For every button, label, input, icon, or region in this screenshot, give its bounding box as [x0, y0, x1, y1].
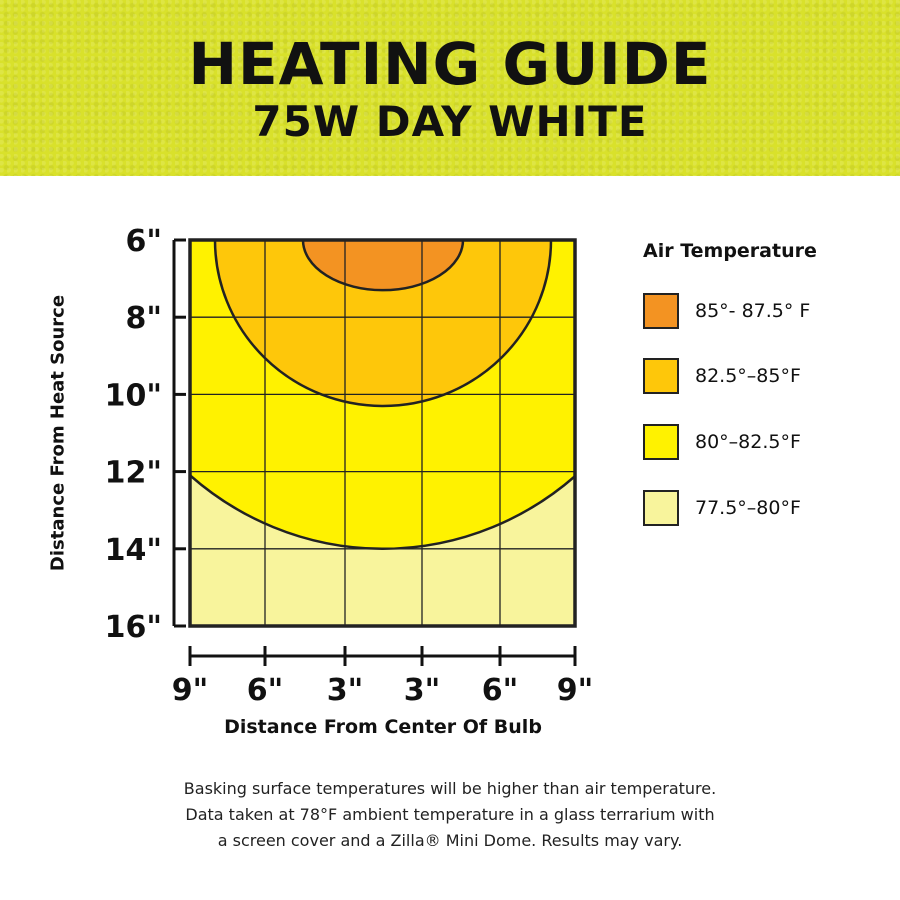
legend-label: 85°- 87.5° F — [695, 300, 811, 322]
legend-swatch — [643, 293, 679, 329]
y-tick-label: 10" — [105, 378, 162, 413]
y-tick-label: 8" — [125, 301, 162, 336]
x-tick-label: 9" — [172, 673, 209, 708]
footnote: Basking surface temperatures will be hig… — [0, 776, 900, 854]
zone-boundary — [213, 240, 553, 408]
zone-1 — [215, 240, 551, 406]
footnote-line: Data taken at 78°F ambient temperature i… — [185, 805, 715, 824]
legend-label: 82.5°–85°F — [695, 365, 801, 387]
y-tick-label: 12" — [105, 456, 162, 491]
x-tick-label: 6" — [247, 673, 284, 708]
y-tick-label: 14" — [105, 533, 162, 568]
legend-swatch — [643, 424, 679, 460]
legend-item: 82.5°–85°F — [643, 356, 801, 396]
y-axis-label: Distance From Heat Source — [47, 294, 69, 572]
legend-item: 77.5°–80°F — [643, 488, 801, 528]
footnote-line: a screen cover and a Zilla® Mini Dome. R… — [217, 831, 683, 850]
zone-0 — [303, 240, 463, 291]
legend-item: 80°–82.5°F — [643, 422, 801, 462]
x-tick-label: 9" — [557, 673, 594, 708]
footnote-line: Basking surface temperatures will be hig… — [183, 779, 717, 798]
legend-label: 80°–82.5°F — [695, 431, 801, 453]
legend-swatch — [643, 358, 679, 394]
plot-border — [188, 238, 577, 628]
x-tick-label: 3" — [327, 673, 364, 708]
legend-item: 85°- 87.5° F — [643, 291, 810, 331]
page-title: HEATING GUIDE — [188, 30, 712, 98]
x-axis-label: Distance From Center Of Bulb — [224, 716, 542, 738]
header-banner: HEATING GUIDE 75W DAY WHITE — [0, 0, 900, 176]
y-tick-label: 6" — [125, 224, 162, 259]
legend-label: 77.5°–80°F — [695, 497, 801, 519]
x-tick-label: 6" — [482, 673, 519, 708]
legend-title: Air Temperature — [643, 240, 817, 262]
legend-swatch — [643, 490, 679, 526]
x-tick-label: 3" — [404, 673, 441, 708]
page-subtitle: 75W DAY WHITE — [252, 97, 648, 146]
y-tick-label: 16" — [105, 610, 162, 645]
